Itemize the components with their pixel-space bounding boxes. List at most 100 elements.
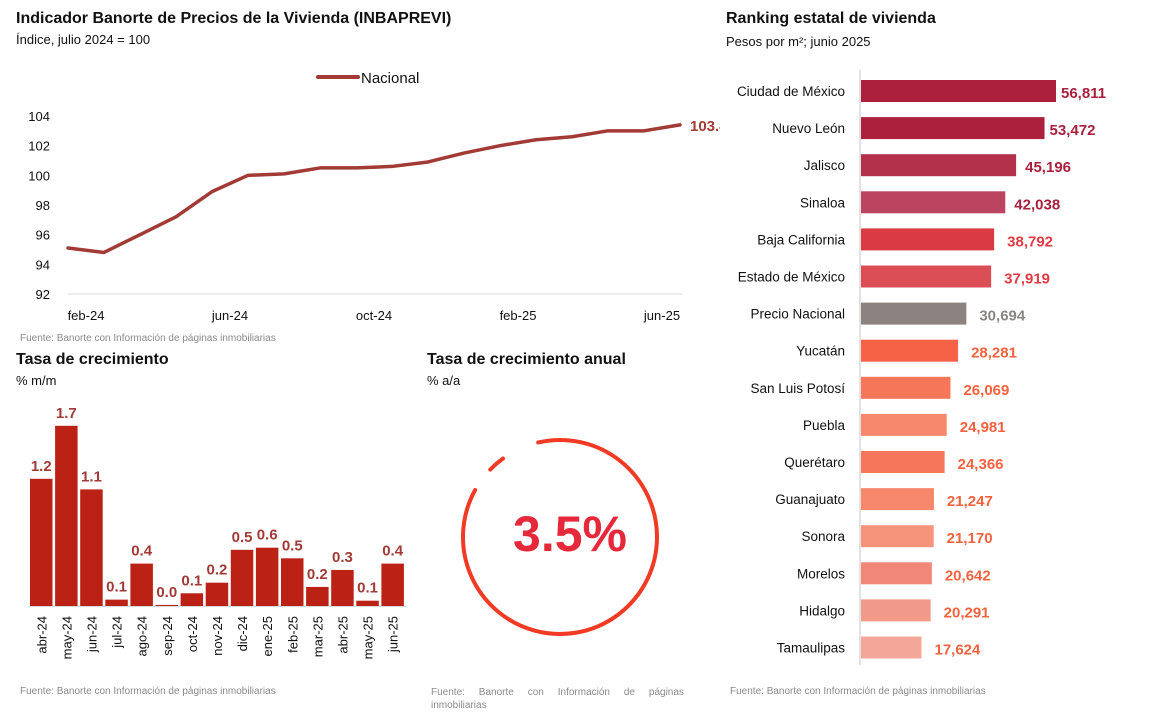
bar (30, 478, 53, 606)
category-label: Yucatán (796, 344, 845, 359)
x-tick-label: jul-24 (110, 616, 125, 649)
bar (331, 569, 354, 606)
bar (861, 191, 1006, 214)
ranking-subtitle: Pesos por m²; junio 2025 (726, 34, 871, 49)
bar (861, 562, 932, 585)
bar-value-label: 0.2 (307, 566, 328, 583)
bar-value-label: 56,811 (1061, 85, 1106, 102)
bar (861, 228, 995, 251)
bar (281, 558, 304, 606)
x-tick-label: feb-24 (68, 308, 105, 323)
x-tick-label: mar-25 (310, 616, 325, 657)
bar (861, 599, 931, 622)
series-line-nacional (66, 123, 682, 255)
bar-value-label: 42,038 (1014, 196, 1060, 213)
bar (861, 265, 992, 288)
category-label: Baja California (757, 232, 845, 247)
x-tick-label: oct-24 (356, 308, 392, 323)
bar (205, 582, 229, 606)
x-tick-label: nov-24 (210, 616, 225, 656)
bar (861, 80, 1056, 102)
x-tick-label: ago-24 (135, 616, 150, 656)
bar (861, 302, 967, 325)
bar-value-label: 24,981 (960, 419, 1006, 436)
annual-source: Fuente: Banorte con Información de págin… (431, 686, 707, 712)
category-label: Sinaloa (800, 195, 846, 210)
x-tick-label: oct-24 (185, 616, 200, 652)
bar-value-label: 0.4 (131, 543, 153, 560)
bar-value-label: 0.0 (156, 584, 177, 601)
bar-value-label: 17,624 (934, 642, 981, 659)
mm-chart-subtitle: % m/m (16, 373, 57, 388)
y-tick-label: 98 (36, 198, 50, 213)
line-chart-source: Fuente: Banorte con Información de págin… (20, 333, 276, 344)
bar (130, 563, 153, 606)
category-label: Ciudad de México (737, 84, 845, 99)
bar-value-label: 38,792 (1007, 233, 1053, 250)
ranking-source: Fuente: Banorte con Información de págin… (730, 686, 986, 697)
category-label: Tamaulipas (777, 641, 846, 656)
y-tick-label: 94 (36, 257, 50, 272)
x-tick-label: abr-25 (335, 616, 350, 654)
bar (155, 604, 178, 606)
bar (80, 489, 103, 606)
annual-gauge (461, 438, 659, 636)
category-label: Sonora (801, 529, 845, 544)
bar (861, 413, 947, 436)
y-tick-label: 96 (36, 228, 50, 243)
category-label: Jalisco (804, 158, 845, 173)
line-chart-title: Indicador Banorte de Precios de la Vivie… (16, 10, 452, 27)
annual-title: Tasa de crecimiento anual (427, 351, 626, 368)
bar-value-label: 21,170 (947, 530, 993, 547)
x-tick-label: jun-25 (643, 308, 680, 323)
bar-value-label: 37,919 (1004, 271, 1050, 288)
bar-value-label: 0.5 (232, 529, 253, 546)
bar (55, 425, 78, 606)
category-label: Estado de México (738, 270, 845, 285)
bar-value-label: 0.5 (282, 537, 303, 554)
bar-value-label: 0.1 (181, 572, 202, 589)
bar (356, 600, 379, 606)
x-tick-label: feb-25 (285, 616, 300, 653)
x-tick-label: dic-24 (235, 616, 250, 651)
bar (861, 339, 959, 362)
bar-value-label: 26,069 (963, 382, 1009, 399)
bar (861, 451, 945, 473)
bar-value-label: 0.1 (357, 580, 378, 597)
category-label: San Luis Potosí (750, 381, 845, 396)
annual-source-line1: Fuente: Banorte con Información de págin… (431, 687, 684, 698)
bar-value-label: 24,366 (958, 456, 1004, 473)
x-tick-label: abr-24 (34, 616, 49, 654)
x-tick-label: feb-25 (500, 308, 537, 323)
end-value-label: 103.4 (690, 118, 720, 135)
bar (105, 599, 128, 606)
category-label: Precio Nacional (750, 307, 845, 322)
bar-value-label: 21,247 (947, 493, 993, 510)
x-tick-label: ene-25 (260, 616, 275, 656)
x-tick-label: may-25 (361, 616, 376, 659)
x-tick-label: jun-25 (386, 616, 401, 653)
category-label: Hidalgo (799, 603, 845, 618)
bar (861, 488, 934, 511)
bar (861, 117, 1045, 140)
bar-value-label: 0.2 (207, 562, 228, 579)
category-label: Querétaro (784, 455, 845, 470)
bar (861, 154, 1017, 177)
category-label: Morelos (797, 566, 845, 581)
annual-growth-value: 3.5% (513, 506, 627, 562)
bar (861, 376, 951, 399)
mm-chart-source: Fuente: Banorte con Información de págin… (20, 686, 276, 697)
bar-value-label: 0.4 (382, 543, 404, 560)
ranking-bar-chart: Ciudad de México 56,811 Nuevo León 53,472 Ja… (737, 70, 1106, 665)
bar-value-label: 20,642 (945, 567, 991, 584)
x-tick-label: jun-24 (84, 616, 99, 653)
bar (255, 547, 279, 606)
y-tick-label: 92 (36, 287, 50, 302)
mm-bar-chart: 1.2 abr-24 1.7 may-24 1.1 jun-24 0.1 jul-24 0.4 a… (29, 405, 407, 659)
bar (306, 586, 329, 606)
bar-value-label: 1.2 (31, 458, 52, 475)
x-tick-label: jun-24 (211, 308, 248, 323)
ranking-title: Ranking estatal de vivienda (726, 10, 936, 27)
bar (230, 549, 254, 606)
y-tick-label: 100 (28, 168, 50, 183)
